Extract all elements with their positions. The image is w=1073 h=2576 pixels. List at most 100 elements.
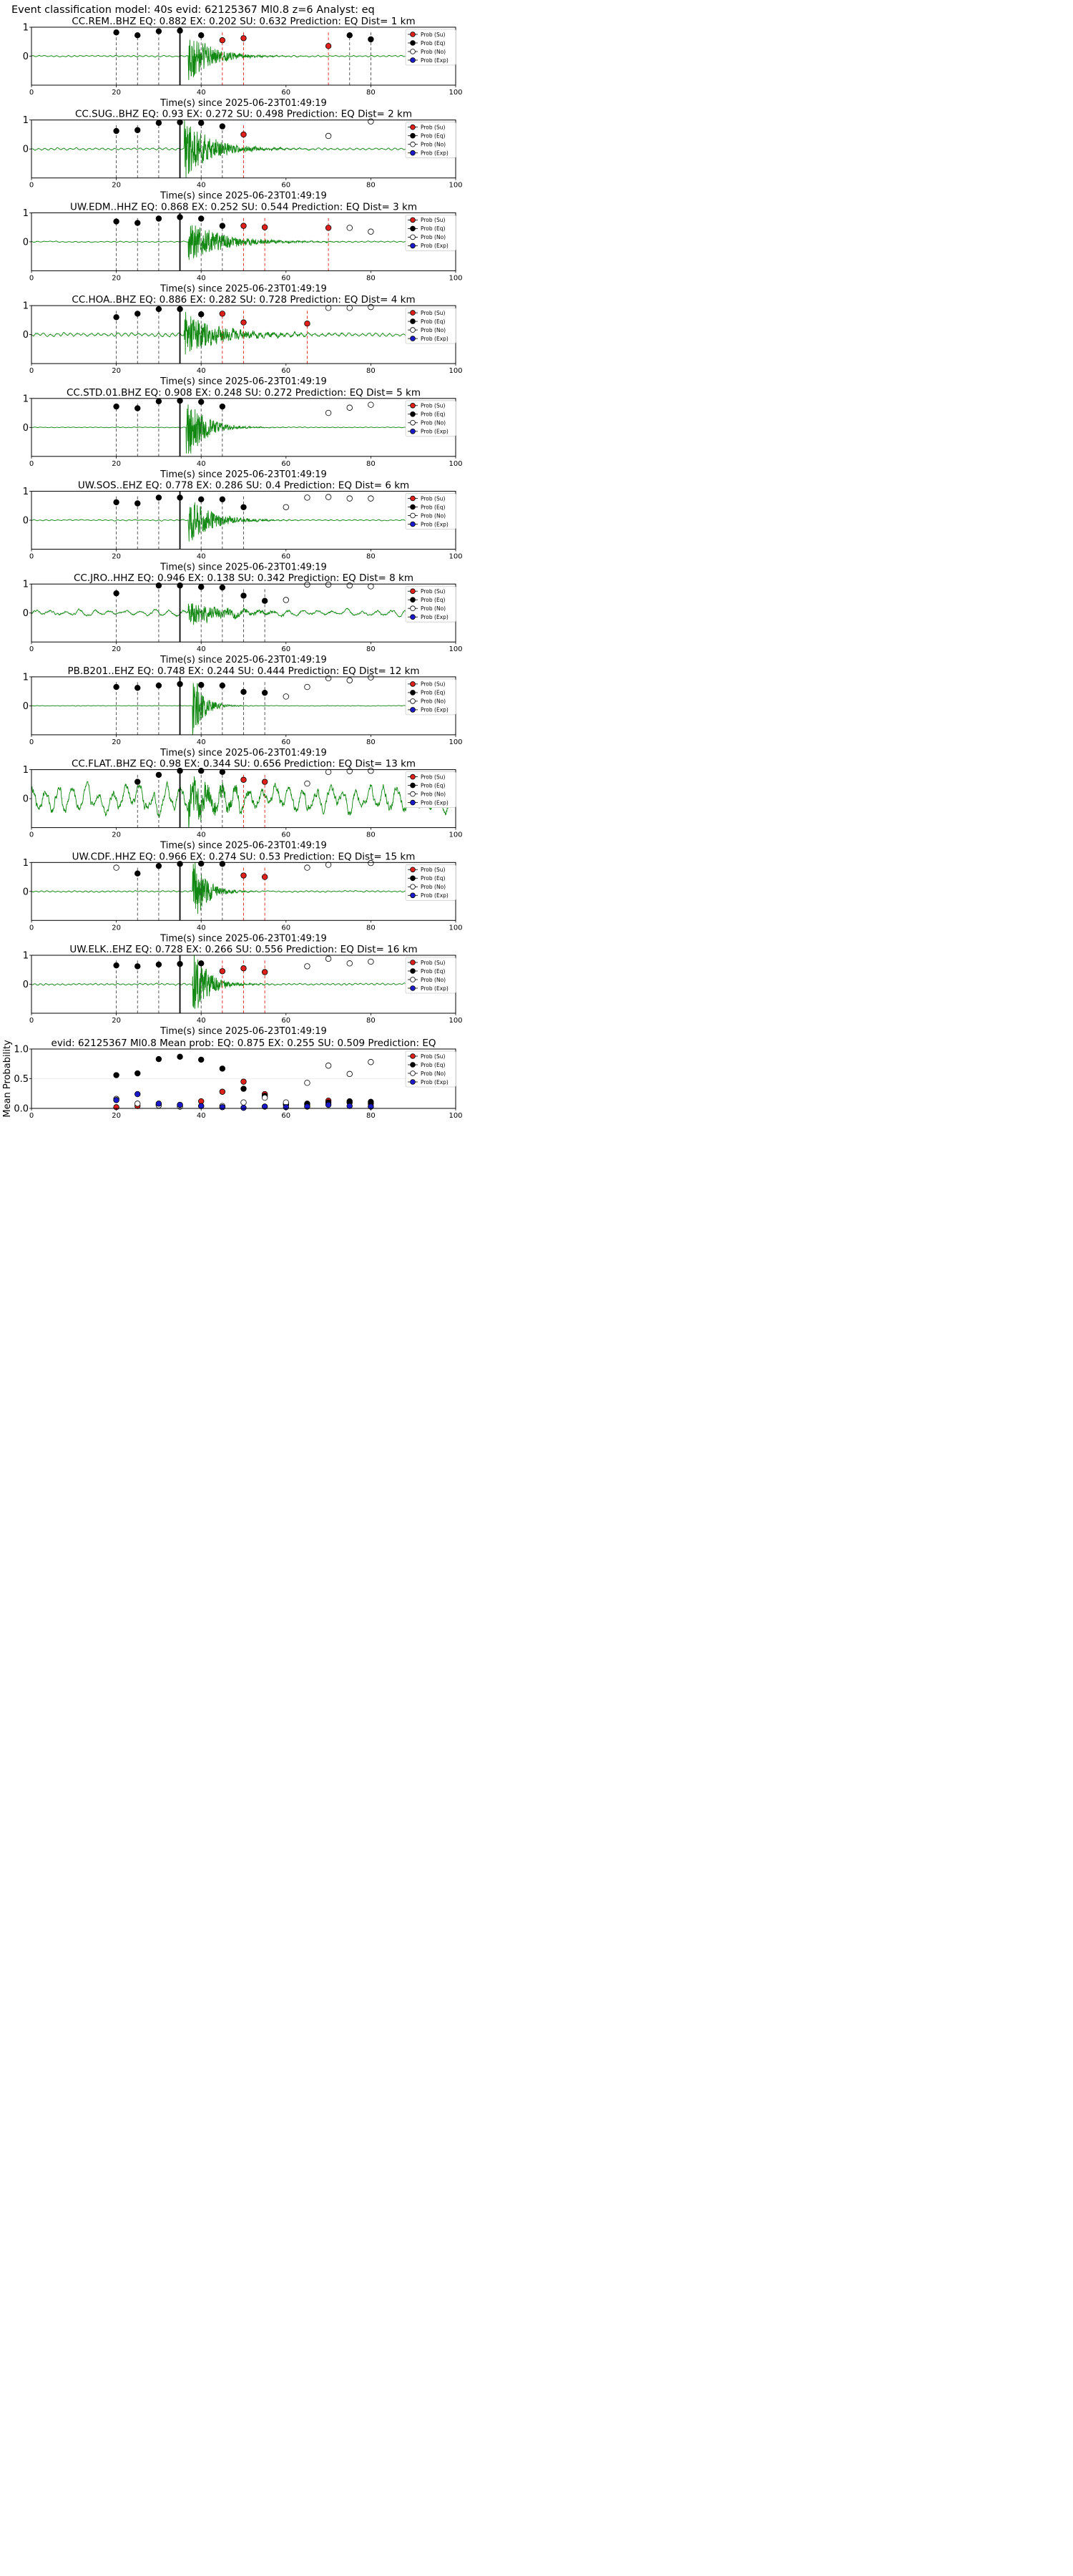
panel-4-title: CC.STD.01.BHZ EQ: 0.908 EX: 0.248 SU: 0.… [67, 387, 421, 399]
panel-7-xtick-label-1: 20 [112, 738, 121, 746]
panel-10-xtick-label-5: 100 [449, 1017, 462, 1025]
panel-4-point-s1-0 [113, 403, 119, 410]
panel-10-legend-marker-1 [410, 968, 416, 974]
panel-1-point-s1-1 [134, 127, 141, 134]
panel-7-legend-marker-0 [410, 681, 416, 687]
panel-4-xlabel: Time(s) since 2025-06-23T01:49:19 [160, 469, 327, 480]
panel-7-point-s1-7 [261, 689, 268, 696]
panel-10-point-s2-1 [325, 955, 332, 962]
panel-4-point-s1-1 [134, 405, 141, 411]
panel-10-legend-marker-2 [410, 977, 416, 982]
panel-6-xtick-label-1: 20 [112, 645, 121, 653]
panel-2-point-s1-0 [113, 218, 119, 225]
panel-4-point-s1-2 [155, 398, 162, 405]
panel-9-xtick-label-2: 40 [197, 924, 206, 932]
panel-9: UW.CDF..HHZ EQ: 0.966 EX: 0.274 SU: 0.53… [23, 851, 463, 944]
panel-9-point-s2-2 [325, 862, 332, 868]
panel-2-xtick-label-2: 40 [197, 274, 206, 282]
panel-10-point-s2-2 [346, 960, 353, 967]
panel-5-legend-box [405, 493, 456, 530]
panel-7-title: PB.B201..EHZ EQ: 0.748 EX: 0.244 SU: 0.4… [67, 665, 419, 677]
panel-2-xtick-label-4: 80 [366, 274, 376, 282]
panel-3-point-s0-2 [304, 321, 310, 327]
panel-7-xtick-label-0: 0 [29, 738, 34, 746]
panel-5-xtick-label-2: 40 [197, 553, 206, 561]
panel-3-xtick-label-2: 40 [197, 367, 206, 375]
panel-2-legend-label-2: Prob (No) [421, 234, 446, 240]
panel-9-point-s1-0 [134, 870, 141, 877]
panel-8-ytick-label-0: 0 [23, 794, 29, 805]
panel-6-legend-label-2: Prob (No) [421, 605, 446, 612]
panel-4-xtick-label-2: 40 [197, 460, 206, 468]
panel-2-legend-label-1: Prob (Eq) [421, 225, 445, 232]
panel-2-point-s2-1 [368, 228, 374, 235]
panel-11: evid: 62125367 Ml0.8 Mean prob: EQ: 0.87… [2, 1038, 463, 1118]
panel-6-legend-box [405, 585, 456, 623]
panel-4-ytick-label-0: 0 [23, 423, 29, 434]
panel-0-point-s0-0 [219, 37, 226, 44]
panel-11-point-s3-4 [198, 1103, 205, 1109]
panel-3-point-s2-1 [346, 305, 353, 311]
panel-1-xtick-label-3: 60 [281, 182, 290, 190]
panel-10-point-s2-0 [304, 963, 310, 970]
panel-3-legend-marker-1 [410, 318, 416, 324]
panel-9-legend-marker-1 [410, 875, 416, 882]
panel-0-point-s1-4 [198, 32, 205, 39]
panel-7-point-s2-3 [346, 677, 353, 683]
panel-6-point-s1-4 [219, 584, 226, 591]
panel-2-legend-marker-3 [410, 243, 416, 249]
panel-8-point-s0-0 [240, 776, 247, 783]
panel-3-xtick-label-4: 80 [366, 367, 376, 375]
panel-11-point-s3-1 [134, 1091, 141, 1098]
panel-11-point-s3-11 [346, 1103, 353, 1109]
panel-7-legend-label-0: Prob (Su) [421, 681, 445, 688]
panel-11-legend-label-0: Prob (Su) [421, 1053, 445, 1060]
panel-11-point-s2-11 [346, 1070, 353, 1078]
panel-11-point-s1-4 [198, 1056, 205, 1063]
panel-3-legend-box [405, 307, 456, 344]
panel-6-xtick-label-2: 40 [197, 645, 206, 653]
panel-6-waveform [31, 603, 456, 625]
panel-10-point-s1-1 [134, 963, 141, 970]
panel-8-ytick-label-1: 1 [23, 765, 29, 776]
panel-10-xlabel: Time(s) since 2025-06-23T01:49:19 [160, 1026, 327, 1037]
panel-4-legend-label-1: Prob (Eq) [421, 411, 445, 418]
panels: CC.REM..BHZ EQ: 0.882 EX: 0.202 SU: 0.63… [2, 16, 463, 1118]
panel-7-point-s1-2 [155, 682, 162, 689]
panel-6-point-s1-1 [155, 582, 162, 589]
panel-2-legend-marker-0 [410, 217, 416, 223]
panel-6-legend-label-0: Prob (Su) [421, 588, 445, 595]
panel-4-legend-marker-0 [410, 402, 416, 409]
panel-3-point-s1-4 [198, 311, 205, 318]
panel-9-legend-label-1: Prob (Eq) [421, 875, 445, 882]
panel-1-point-s2-0 [325, 132, 332, 140]
panel-6: CC.JRO..HHZ EQ: 0.946 EX: 0.138 SU: 0.34… [23, 572, 463, 665]
panel-1-ytick-label-1: 1 [23, 115, 29, 126]
panel-8-legend-marker-1 [410, 782, 416, 789]
panel-0-legend-marker-1 [410, 40, 416, 46]
panel-3-point-s1-3 [177, 306, 183, 313]
panel-2-point-s1-5 [219, 223, 226, 229]
panel-3: CC.HOA..BHZ EQ: 0.886 EX: 0.282 SU: 0.72… [23, 294, 463, 387]
panel-7-point-s1-0 [113, 683, 119, 691]
panel-0-legend-label-0: Prob (Su) [421, 31, 445, 38]
panel-2-ytick-label-1: 1 [23, 208, 29, 219]
panel-1-title: CC.SUG..BHZ EQ: 0.93 EX: 0.272 SU: 0.498… [75, 109, 412, 120]
panel-5-point-s1-5 [219, 496, 226, 503]
panel-4: CC.STD.01.BHZ EQ: 0.908 EX: 0.248 SU: 0.… [23, 387, 463, 480]
panel-11-legend-marker-2 [410, 1070, 416, 1076]
panel-3-legend-marker-2 [410, 327, 416, 333]
panel-2-point-s1-2 [155, 215, 162, 222]
panel-1-xtick-label-2: 40 [197, 182, 206, 190]
panel-0-point-s1-5 [346, 32, 353, 39]
panel-10-xtick-label-2: 40 [197, 1017, 206, 1025]
panel-5-legend-marker-2 [410, 512, 416, 519]
panel-9-legend-marker-3 [410, 892, 416, 899]
panel-9-point-s1-1 [155, 862, 162, 869]
panel-11-ytick-label-1: 0.5 [14, 1074, 29, 1085]
panel-3-xtick-label-1: 20 [112, 367, 121, 375]
panel-7-xtick-label-4: 80 [366, 738, 376, 746]
panel-11-point-s2-9 [304, 1080, 310, 1086]
panel-11-xtick-label-1: 20 [112, 1112, 121, 1118]
panel-5-legend-label-2: Prob (No) [421, 512, 446, 519]
